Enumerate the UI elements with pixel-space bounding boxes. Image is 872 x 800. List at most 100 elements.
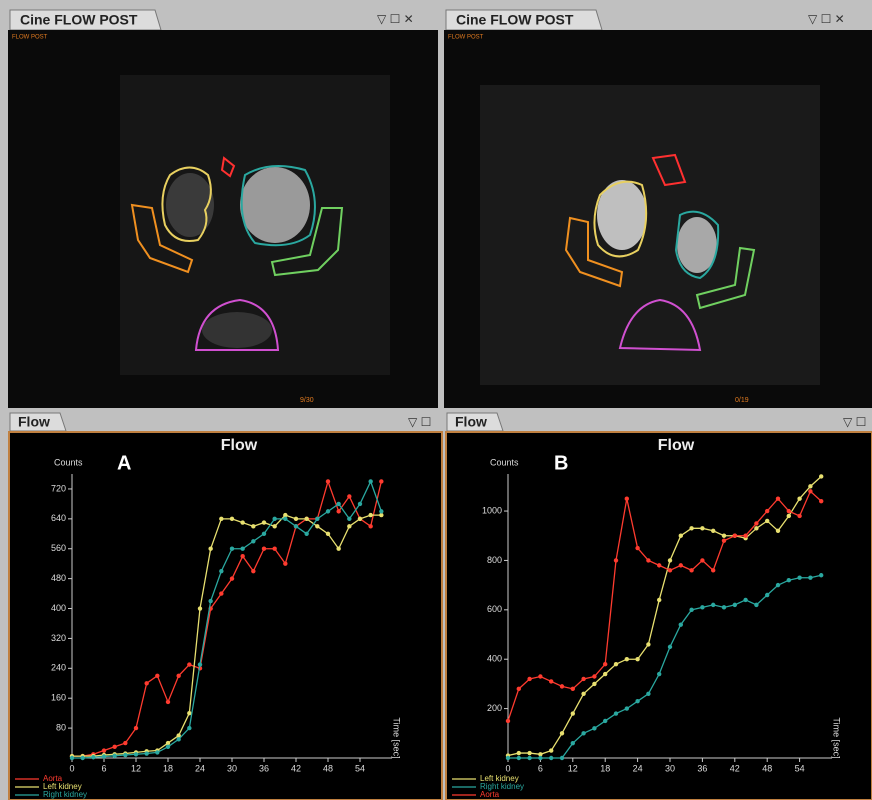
data-point <box>187 711 191 715</box>
data-point <box>219 569 223 573</box>
data-point <box>722 534 726 538</box>
data-point <box>711 603 715 607</box>
data-point <box>123 741 127 745</box>
data-point <box>614 558 618 562</box>
data-point <box>155 674 159 678</box>
data-point <box>722 605 726 609</box>
organ <box>202 312 272 348</box>
data-point <box>733 603 737 607</box>
x-tick-label: 0 <box>505 763 510 773</box>
data-point <box>70 756 74 760</box>
data-point <box>198 606 202 610</box>
data-point <box>506 756 510 760</box>
data-point <box>538 756 542 760</box>
data-point <box>112 745 116 749</box>
x-tick-label: 54 <box>355 763 365 773</box>
data-point <box>581 692 585 696</box>
data-point <box>819 573 823 577</box>
data-point <box>240 547 244 551</box>
data-point <box>614 711 618 715</box>
data-point <box>549 756 553 760</box>
data-point <box>679 622 683 626</box>
data-point <box>347 517 351 521</box>
data-point <box>272 517 276 521</box>
data-point <box>689 608 693 612</box>
frame-counter: 0/19 <box>735 397 749 404</box>
screen: Cine FLOW POST ▽ ☐ ✕ FLOW POST 9/30 Cine… <box>0 0 872 800</box>
data-point <box>765 519 769 523</box>
data-point <box>219 591 223 595</box>
data-point <box>208 599 212 603</box>
flow-window: Flow ▽ ☐ <box>446 413 872 800</box>
data-point <box>144 751 148 755</box>
data-point <box>262 547 266 551</box>
data-point <box>603 719 607 723</box>
data-point <box>657 672 661 676</box>
data-point <box>538 674 542 678</box>
window-subtitle: FLOW POST <box>448 35 484 41</box>
data-point <box>368 524 372 528</box>
window-controls[interactable]: ▽ ☐ <box>843 415 866 429</box>
data-point <box>272 524 276 528</box>
data-point <box>347 524 351 528</box>
data-point <box>646 642 650 646</box>
data-point <box>240 520 244 524</box>
window-controls[interactable]: ▽ ☐ ✕ <box>808 12 845 26</box>
data-point <box>625 706 629 710</box>
data-point <box>379 509 383 513</box>
data-point <box>743 534 747 538</box>
window-controls[interactable]: ▽ ☐ ✕ <box>377 12 414 26</box>
panel-label: B <box>554 452 568 474</box>
legend-label: Right kidney <box>43 790 87 799</box>
data-point <box>283 517 287 521</box>
y-tick-label: 1000 <box>482 505 502 515</box>
data-point <box>808 576 812 580</box>
data-point <box>743 598 747 602</box>
data-point <box>711 568 715 572</box>
data-point <box>625 657 629 661</box>
data-point <box>549 748 553 752</box>
y-tick-label: 160 <box>51 693 66 703</box>
data-point <box>776 496 780 500</box>
data-point <box>230 547 234 551</box>
data-point <box>358 517 362 521</box>
data-point <box>144 681 148 685</box>
data-point <box>787 509 791 513</box>
data-point <box>315 517 319 521</box>
window-controls[interactable]: ▽ ☐ <box>408 415 431 429</box>
data-point <box>560 731 564 735</box>
data-point <box>614 662 618 666</box>
x-tick-label: 12 <box>568 763 578 773</box>
data-point <box>230 576 234 580</box>
y-tick-label: 240 <box>51 663 66 673</box>
data-point <box>700 605 704 609</box>
x-tick-label: 18 <box>600 763 610 773</box>
data-point <box>668 568 672 572</box>
data-point <box>711 529 715 533</box>
data-point <box>571 687 575 691</box>
data-point <box>635 546 639 550</box>
window-title: Cine FLOW POST <box>456 12 574 28</box>
data-point <box>262 520 266 524</box>
data-point <box>668 558 672 562</box>
data-point <box>592 682 596 686</box>
data-point <box>517 756 521 760</box>
data-point <box>208 547 212 551</box>
y-tick-label: 400 <box>51 603 66 613</box>
data-point <box>176 737 180 741</box>
x-tick-label: 54 <box>795 763 805 773</box>
data-point <box>102 754 106 758</box>
data-point <box>315 524 319 528</box>
x-tick-label: 30 <box>227 763 237 773</box>
y-tick-label: 200 <box>487 703 502 713</box>
x-tick-label: 0 <box>69 763 74 773</box>
x-tick-label: 42 <box>730 763 740 773</box>
data-point <box>797 576 801 580</box>
data-point <box>347 494 351 498</box>
data-point <box>379 479 383 483</box>
data-point <box>787 514 791 518</box>
data-point <box>646 692 650 696</box>
data-point <box>517 751 521 755</box>
data-point <box>251 524 255 528</box>
data-point <box>819 499 823 503</box>
